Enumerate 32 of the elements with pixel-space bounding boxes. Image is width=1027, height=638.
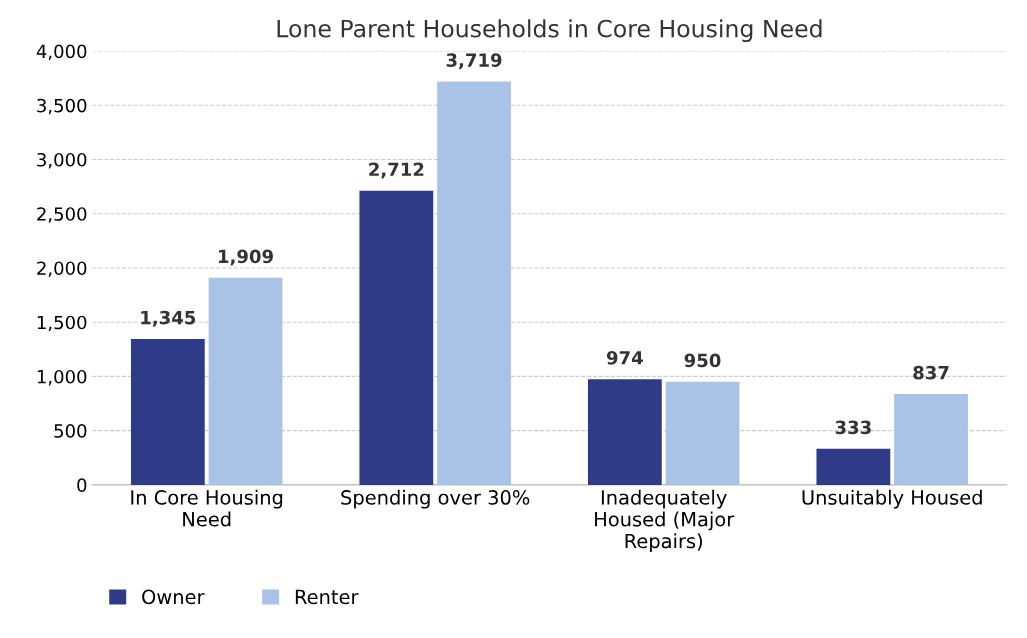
data-label: 974 [606, 350, 643, 365]
data-label: 333 [835, 420, 871, 435]
bar [359, 190, 434, 485]
y-tick-label: 2,000 [37, 261, 87, 277]
x-tick-label: Unsuitably Housed [802, 489, 982, 509]
bar [587, 379, 662, 485]
y-tick-label: 2,500 [37, 207, 87, 223]
data-label: 1,909 [219, 249, 273, 266]
bar [816, 448, 891, 485]
data-label: 2,712 [369, 162, 424, 179]
y-tick-label: 4,000 [36, 44, 87, 60]
x-tick-label: Inadequately Housed (Major Repairs) [595, 489, 735, 553]
data-label: 1,345 [141, 310, 196, 327]
bar [894, 394, 968, 485]
data-label: 950 [684, 353, 721, 368]
data-label: 3,719 [446, 53, 502, 70]
y-tick-label: 0 [77, 478, 87, 492]
legend-label: Renter [295, 589, 359, 605]
legend-label: Owner [142, 589, 205, 605]
y-tick-label: 1,000 [37, 369, 87, 386]
y-tick-label: 500 [54, 424, 87, 438]
x-tick-label: Spending over 30% [341, 489, 530, 509]
y-tick-label: 3,500 [37, 98, 87, 115]
x-tick-label: In Core Housing Need [131, 489, 283, 527]
y-tick-label: 1,500 [37, 315, 87, 332]
bar [437, 81, 511, 485]
y-tick-label: 3,000 [37, 152, 87, 169]
bar [130, 339, 205, 485]
bar [208, 277, 283, 485]
bar [665, 381, 740, 485]
data-label: 837 [913, 365, 949, 380]
chart-title: Lone Parent Households in Core Housing Need [277, 19, 822, 43]
